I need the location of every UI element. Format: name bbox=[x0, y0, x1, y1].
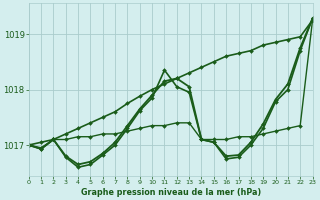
X-axis label: Graphe pression niveau de la mer (hPa): Graphe pression niveau de la mer (hPa) bbox=[81, 188, 261, 197]
